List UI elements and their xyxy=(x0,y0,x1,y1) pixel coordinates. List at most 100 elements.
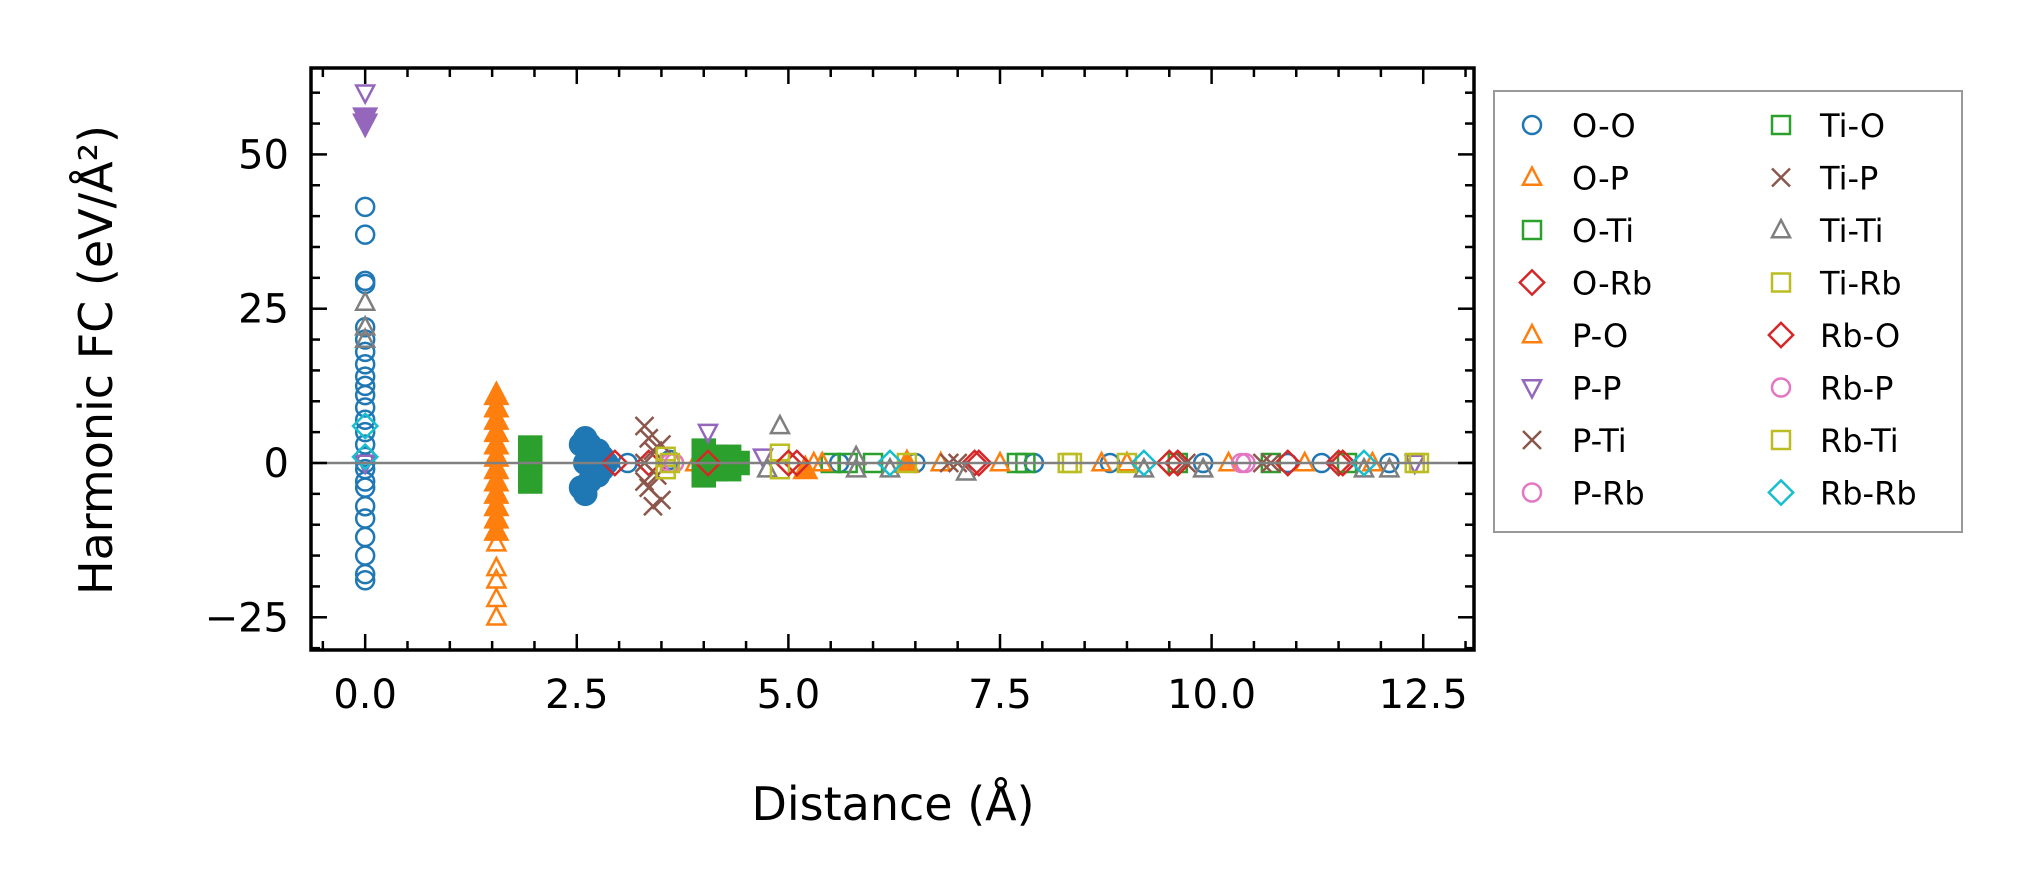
data-point xyxy=(694,449,722,477)
data-point xyxy=(634,471,655,492)
legend-item: P-Ti xyxy=(1522,422,1627,460)
data-point xyxy=(354,570,376,591)
data-point xyxy=(485,555,508,577)
legend-label: Ti-P xyxy=(1819,160,1878,198)
legend-label: P-P xyxy=(1572,370,1621,408)
data-point xyxy=(1129,449,1158,477)
x-marker-icon xyxy=(1771,167,1791,188)
legend-label: Ti-Ti xyxy=(1819,212,1884,250)
legend-item: O-Rb xyxy=(1518,265,1652,303)
x-axis-label: Distance (Å) xyxy=(751,777,1034,831)
legend-label: Rb-P xyxy=(1820,370,1893,408)
legend-item: P-O xyxy=(1520,317,1628,355)
data-point xyxy=(483,516,510,541)
x-tick-label: 0.0 xyxy=(333,672,397,718)
data-point xyxy=(354,289,377,311)
legend-label: O-O xyxy=(1572,107,1636,145)
axes-frame xyxy=(309,66,1476,652)
data-point xyxy=(1155,449,1184,477)
legend-item: P-P xyxy=(1520,370,1621,408)
triangleup-marker-icon xyxy=(1769,217,1793,239)
data-point xyxy=(354,341,376,363)
diamond-marker-icon xyxy=(1767,478,1795,507)
data-point xyxy=(354,375,376,397)
data-point xyxy=(1378,456,1401,478)
legend-label: Ti-O xyxy=(1819,107,1885,145)
data-point xyxy=(485,530,508,552)
square-marker-icon xyxy=(1521,219,1543,241)
legend-frame xyxy=(1493,90,1963,533)
series-rb-rb xyxy=(351,412,1378,477)
legend-label: Ti-Rb xyxy=(1819,265,1902,303)
triangledown-marker-icon xyxy=(1520,379,1544,401)
data-point xyxy=(354,326,377,349)
data-point xyxy=(811,450,834,472)
data-point xyxy=(643,496,663,517)
data-point xyxy=(696,423,720,445)
y-tick-label: 25 xyxy=(238,287,289,333)
square-marker-icon xyxy=(1770,429,1792,451)
data-point xyxy=(354,563,376,585)
y-tick-label: 0 xyxy=(264,441,289,487)
data-point xyxy=(1361,450,1384,472)
data-point xyxy=(354,84,377,106)
data-point xyxy=(485,604,508,626)
data-point xyxy=(845,456,868,478)
series-p-p xyxy=(352,84,1426,476)
data-point xyxy=(1163,449,1192,477)
legend-item: Rb-P xyxy=(1770,370,1893,408)
data-point xyxy=(643,440,663,461)
legend-item: O-Ti xyxy=(1521,212,1634,250)
data-point xyxy=(964,449,993,477)
circle-marker-icon xyxy=(1770,377,1792,398)
data-point xyxy=(354,508,376,529)
x-tick-label: 2.5 xyxy=(545,672,609,718)
legend-label: O-Ti xyxy=(1572,212,1634,250)
square-marker-icon xyxy=(1770,272,1792,293)
legend: O-O O-P O-Ti O-Rb P-O P-P P-Ti P-Rb Ti-O Ti-P Ti-T… xyxy=(1493,90,1963,533)
data-point xyxy=(1328,449,1357,477)
square-marker-icon xyxy=(1770,114,1792,136)
legend-item: O-P xyxy=(1520,160,1629,198)
data-point xyxy=(960,449,989,477)
data-point xyxy=(354,545,376,566)
legend-item: Rb-Rb xyxy=(1767,475,1917,513)
triangleup-marker-icon xyxy=(1520,164,1544,186)
data-point xyxy=(354,397,376,418)
x-marker-icon xyxy=(1522,430,1542,450)
legend-label: Rb-O xyxy=(1820,317,1900,355)
y-tick-label: −25 xyxy=(205,595,289,641)
data-point xyxy=(352,113,379,139)
data-point xyxy=(638,428,659,449)
axis-ticks: 0.0 2.5 5.0 7.5 10.0 12.5 −25 0 25 50 xyxy=(205,68,1474,718)
legend-label: P-Rb xyxy=(1572,475,1645,513)
data-point xyxy=(485,586,508,608)
data-point xyxy=(517,435,543,460)
circle-marker-icon xyxy=(1521,114,1543,136)
x-tick-label: 12.5 xyxy=(1379,672,1468,718)
data-point xyxy=(354,314,377,336)
legend-item: Rb-O xyxy=(1767,317,1900,355)
data-point xyxy=(354,353,376,375)
data-point xyxy=(354,196,376,218)
data-point xyxy=(485,567,508,589)
data-point xyxy=(1403,454,1426,476)
data-point xyxy=(354,409,376,431)
series-ti-ti xyxy=(354,289,1401,481)
x-tick-label: 5.0 xyxy=(757,672,821,718)
legend-label: O-Rb xyxy=(1572,265,1652,303)
triangleup-marker-icon xyxy=(1520,322,1544,344)
legend-item: Rb-Ti xyxy=(1770,422,1899,460)
legend-item: Ti-O xyxy=(1770,107,1885,145)
data-point xyxy=(955,459,978,481)
legend-item: Ti-P xyxy=(1771,160,1878,198)
legend-label: Rb-Ti xyxy=(1820,422,1899,460)
legend-label: O-P xyxy=(1572,160,1629,198)
data-point xyxy=(354,495,376,517)
circle-marker-icon xyxy=(1521,482,1543,503)
data-point xyxy=(1350,449,1378,477)
data-point xyxy=(354,526,376,548)
data-point xyxy=(988,450,1012,472)
series-rb-o xyxy=(774,449,1357,477)
